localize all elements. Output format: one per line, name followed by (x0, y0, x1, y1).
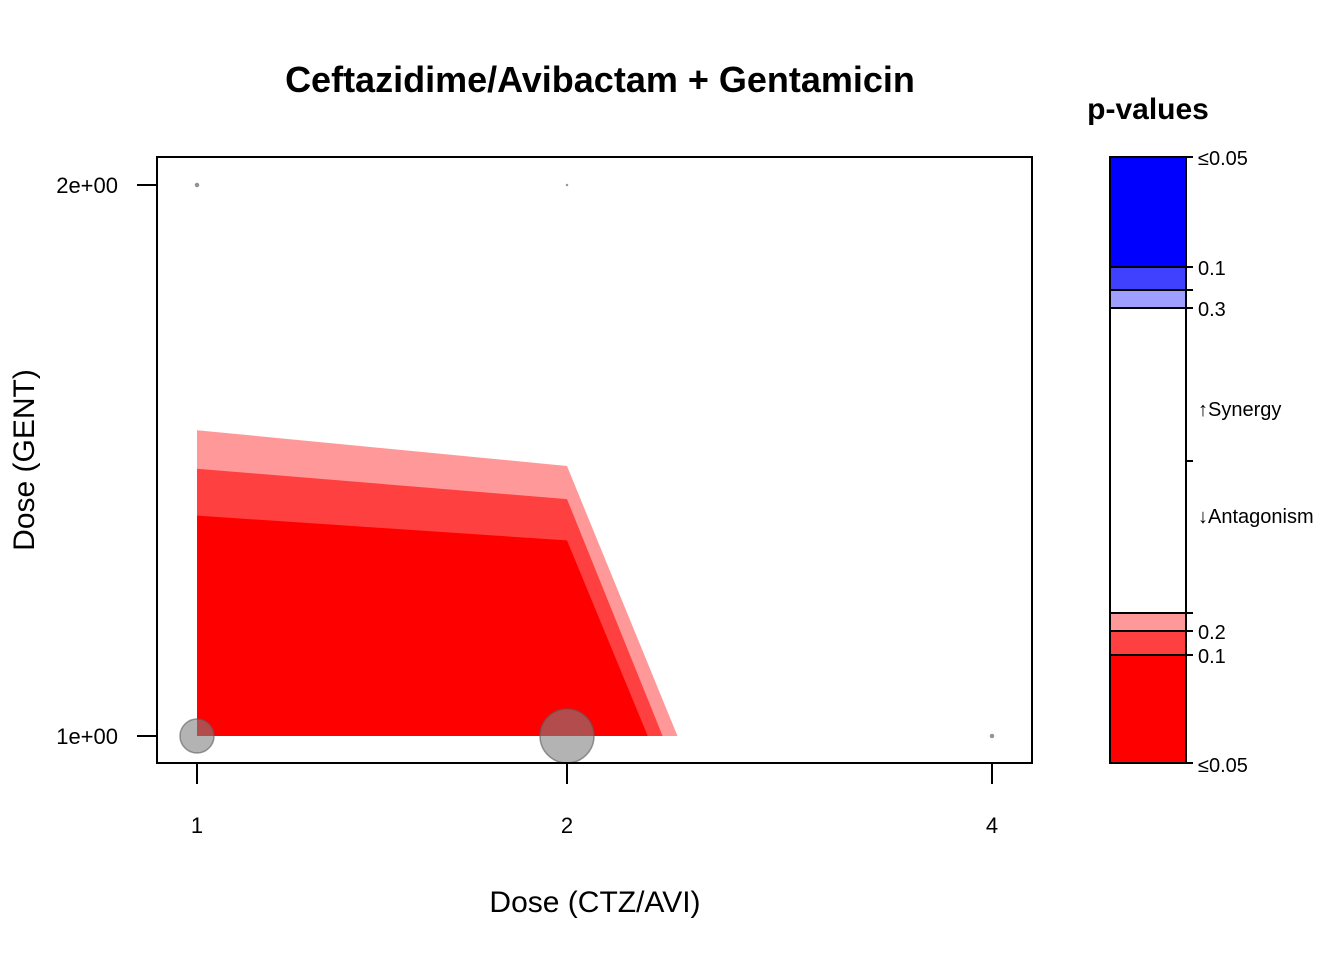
legend-label-top-005: ≤0.05 (1198, 148, 1248, 170)
legend-label-synergy: ↑Synergy (1198, 399, 1281, 421)
legend-labels: ≤0.05 0.1 0.3 ↑Synergy ↓Antagonism 0.2 0… (1198, 148, 1314, 777)
dose-point-3 (194, 182, 200, 188)
legend-band-neutral (1110, 308, 1186, 613)
y-tick-label: 1e+00 (56, 724, 118, 749)
legend-label-top-01: 0.1 (1198, 258, 1226, 280)
legend-frame (1109, 156, 1187, 764)
x-tick-label: 2 (561, 813, 573, 838)
x-axis-label: Dose (CTZ/AVI) (489, 886, 700, 919)
contour-regions (197, 430, 678, 736)
dose-point-1 (179, 718, 215, 754)
legend-band-syn-weak (1110, 290, 1186, 308)
y-tick-label: 2e+00 (56, 173, 118, 198)
dose-point-5 (989, 733, 995, 739)
legend-label-bot-02: 0.2 (1198, 622, 1226, 644)
dose-points (179, 182, 995, 764)
legend-label-top-03: 0.3 (1198, 299, 1226, 321)
legend-title: p-values (1087, 93, 1209, 126)
y-axis-label: Dose (GENT) (8, 369, 41, 551)
dose-point-4 (565, 183, 569, 187)
legend-label-bot-01: 0.1 (1198, 646, 1226, 668)
legend-band-syn-strong (1110, 157, 1186, 267)
legend-band-ant-weak (1110, 613, 1186, 631)
legend-colorbar (1109, 156, 1193, 764)
legend-label-bot-005: ≤0.05 (1198, 755, 1248, 777)
contour-region-3 (197, 515, 648, 736)
x-tick-label: 4 (986, 813, 998, 838)
legend-band-ant-strong (1110, 655, 1186, 763)
legend-label-antagonism: ↓Antagonism (1198, 506, 1314, 528)
chart-title: Ceftazidime/Avibactam + Gentamicin (285, 59, 915, 100)
x-axis: 1 2 4 (191, 762, 998, 838)
x-tick-label: 1 (191, 813, 203, 838)
dose-point-2 (539, 708, 595, 764)
legend-band-ant-mid (1110, 631, 1186, 655)
y-axis: 1e+00 2e+00 (56, 173, 158, 749)
legend-band-syn-mid (1110, 267, 1186, 290)
